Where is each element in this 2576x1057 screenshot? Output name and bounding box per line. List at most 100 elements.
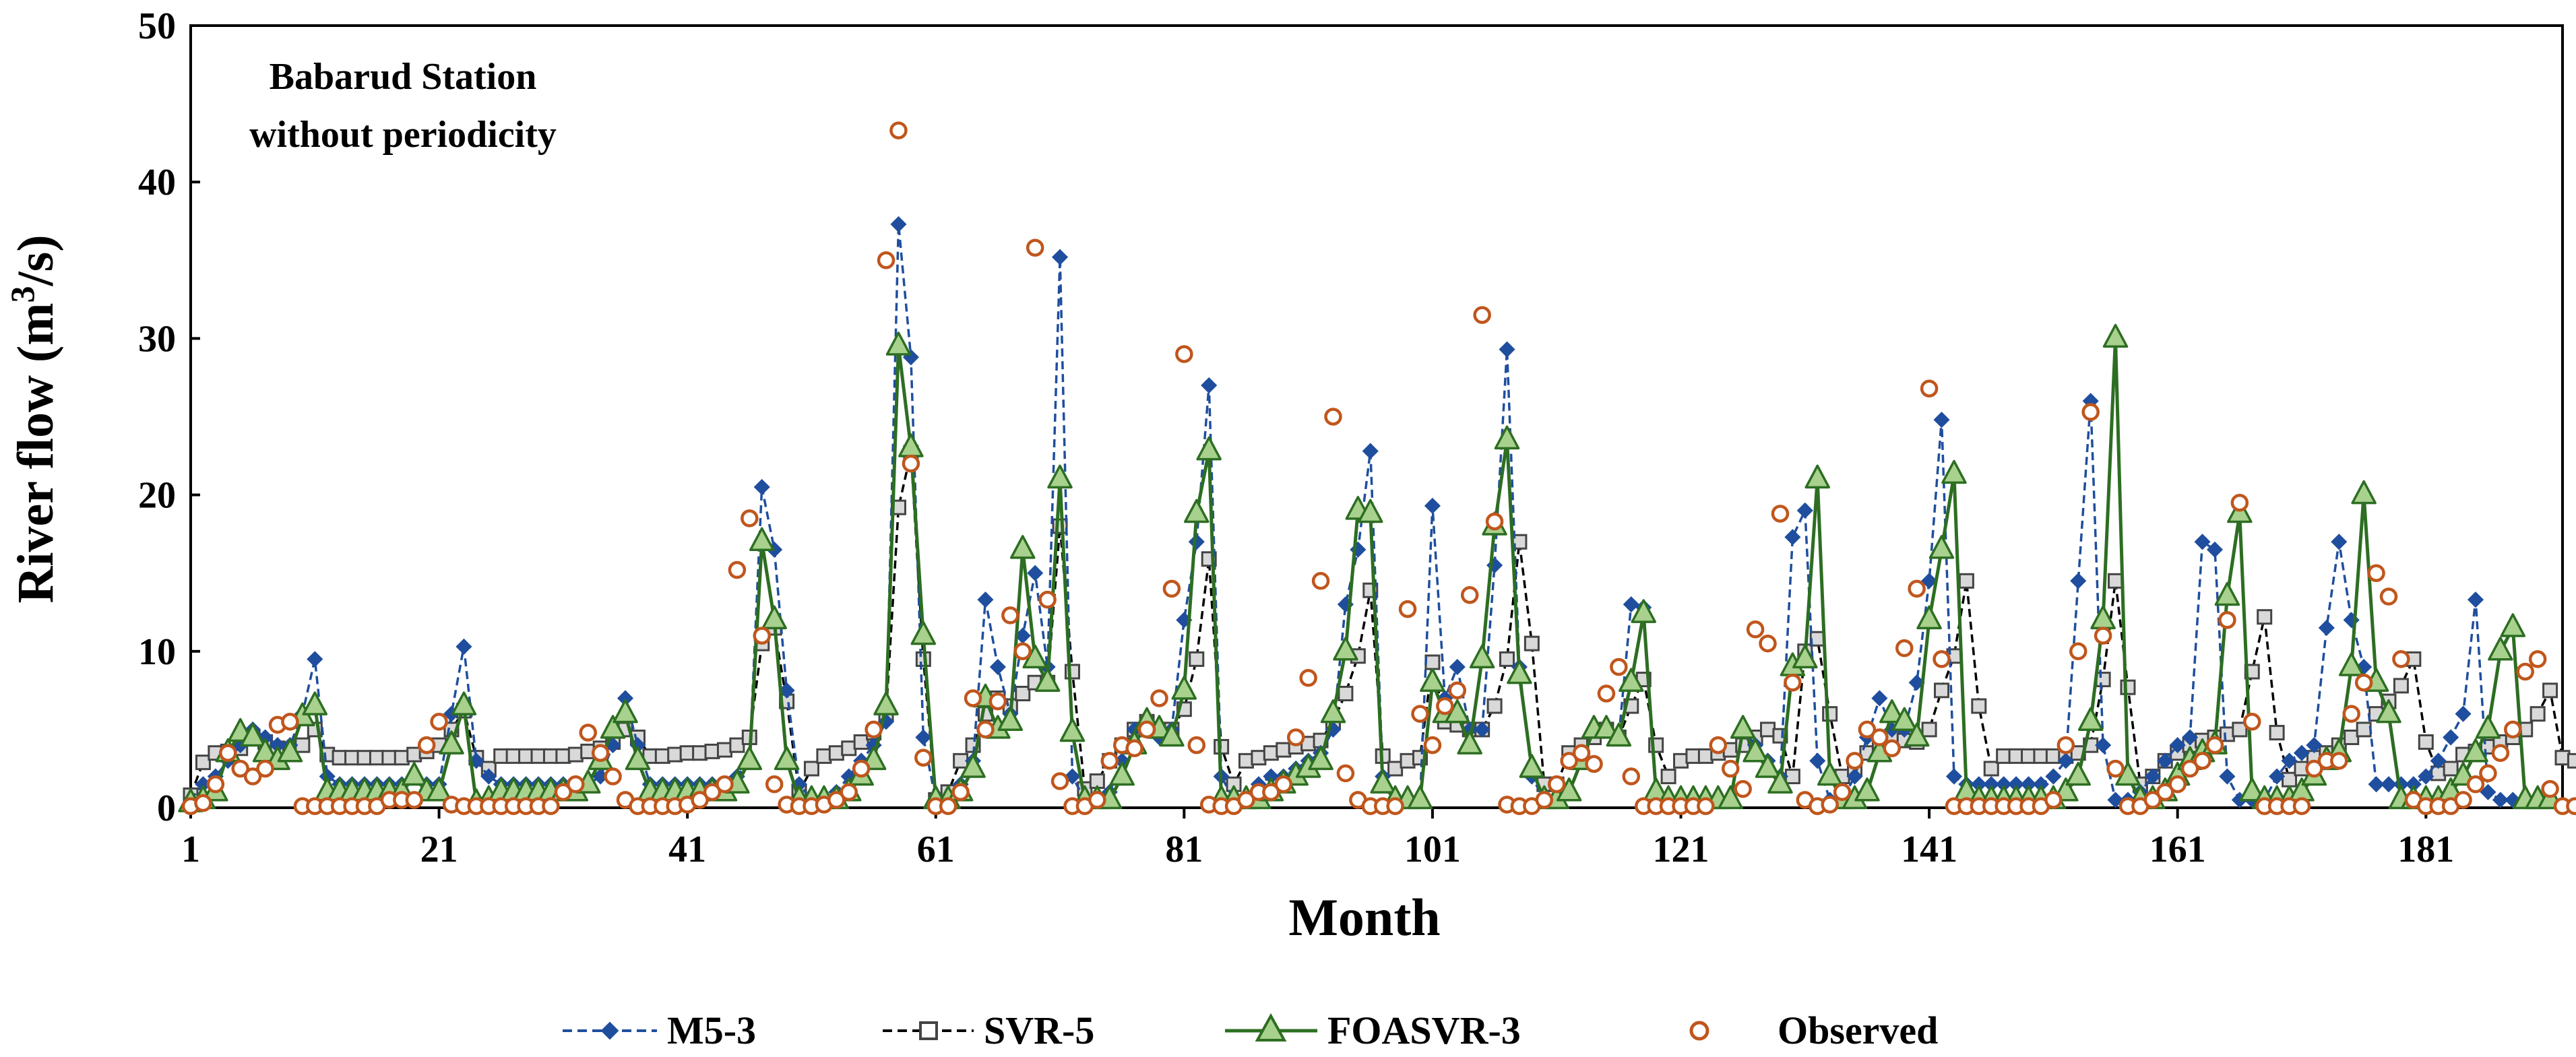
data-point-svr-5	[2567, 752, 2576, 769]
data-point-foasvr-3	[1159, 722, 1185, 747]
data-point-foasvr-3	[1755, 754, 1781, 778]
data-point-foasvr-3	[451, 691, 477, 715]
data-point-observed	[765, 775, 784, 794]
data-point-observed	[2566, 797, 2576, 815]
data-point-m5-3	[915, 729, 932, 746]
data-point-m5-3	[2480, 783, 2496, 800]
data-point-foasvr-3	[2077, 707, 2104, 732]
data-point-m5-3	[1424, 497, 1441, 514]
data-point-observed	[2491, 744, 2510, 762]
data-point-m5-3	[1499, 341, 1515, 358]
data-point-m5-3	[1846, 768, 1863, 785]
data-point-observed	[2354, 673, 2373, 692]
data-point-observed	[1262, 783, 1280, 802]
data-point-foasvr-3	[2338, 652, 2364, 676]
y-axis-title-suffix: /s)	[7, 234, 64, 286]
data-point-svr-5	[2269, 725, 2285, 741]
data-point-svr-5	[1934, 682, 1950, 699]
data-point-observed	[2205, 736, 2224, 755]
x-axis: 1 21 41 61 81 101 121 141 161 181	[181, 808, 2454, 870]
data-point-observed	[2305, 759, 2323, 778]
data-point-m5-3	[989, 658, 1006, 676]
y-axis-title-superscript: 3	[3, 286, 41, 302]
data-point-observed	[430, 713, 448, 731]
data-point-m5-3	[2169, 737, 2186, 754]
data-point-m5-3	[2219, 768, 2236, 785]
data-point-observed	[2081, 403, 2100, 421]
data-point-observed	[877, 251, 896, 269]
data-point-observed	[840, 783, 858, 802]
data-point-observed	[1013, 642, 1032, 661]
data-point-observed	[206, 775, 225, 794]
data-point-m5-3	[1796, 502, 1813, 519]
data-point-foasvr-3	[1308, 746, 1333, 771]
y-tick-label: 10	[138, 631, 176, 673]
data-point-m5-3	[1064, 768, 1081, 785]
x-tick-label: 61	[917, 829, 955, 870]
data-point-foasvr-3	[1034, 668, 1061, 692]
data-point-svr-5	[2530, 706, 2546, 722]
legend-label-foasvr-3: FOASVR-3	[1327, 1008, 1521, 1052]
data-point-m5-3	[480, 768, 497, 785]
data-point-observed	[1547, 775, 1566, 794]
y-tick-label: 0	[157, 788, 176, 829]
data-point-m5-3	[1809, 752, 1826, 769]
data-point-foasvr-3	[1469, 644, 1495, 669]
data-point-foasvr-3	[240, 722, 265, 747]
data-point-svr-5	[729, 737, 745, 753]
data-point-m5-3	[2455, 705, 2472, 722]
data-point-foasvr-3	[1358, 499, 1383, 523]
data-point-observed	[1026, 238, 1044, 257]
data-point-observed	[902, 454, 920, 473]
data-point-m5-3	[1871, 690, 1888, 707]
data-point-observed	[1324, 408, 1342, 426]
data-point-foasvr-3	[1817, 761, 1843, 786]
data-point-svr-5	[853, 734, 869, 750]
data-point-observed	[1709, 736, 1728, 755]
data-point-svr-5	[2344, 730, 2360, 746]
data-point-foasvr-3	[997, 707, 1024, 732]
data-point-foasvr-3	[1059, 717, 1086, 742]
data-point-foasvr-3	[774, 746, 800, 771]
data-point-foasvr-3	[1507, 660, 1532, 684]
data-point-observed	[1286, 728, 1305, 746]
data-point-observed	[1858, 720, 1877, 739]
data-point-observed	[417, 736, 436, 755]
data-point-foasvr-3	[960, 754, 986, 778]
data-point-foasvr-3	[1184, 499, 1210, 523]
data-point-observed	[1920, 379, 1939, 397]
data-point-foasvr-3	[1196, 436, 1222, 461]
x-tick-label: 161	[2149, 829, 2206, 870]
data-point-m5-3	[2107, 792, 2124, 808]
data-point-m5-3	[2182, 729, 2199, 746]
data-point-foasvr-3	[1941, 459, 1967, 484]
legend-item-m5-3: M5-3	[563, 1008, 756, 1052]
data-point-m5-3	[2206, 541, 2224, 558]
data-point-observed	[579, 724, 597, 742]
data-point-foasvr-3	[1519, 754, 1545, 778]
data-point-observed	[1448, 681, 1467, 700]
data-point-observed	[741, 509, 759, 527]
data-point-observed	[2143, 791, 2162, 809]
data-point-foasvr-3	[401, 761, 427, 786]
data-point-foasvr-3	[910, 620, 937, 645]
y-tick-label: 20	[138, 475, 176, 517]
data-point-observed	[1311, 572, 1330, 590]
y-axis-title-prefix: River flow (m	[7, 302, 64, 603]
data-point-foasvr-3	[1718, 785, 1743, 810]
data-point-observed	[2094, 627, 2112, 645]
data-point-observed	[1535, 791, 1554, 809]
data-point-observed	[2392, 650, 2410, 668]
data-point-svr-5	[2232, 722, 2248, 738]
legend-label-svr-5: SVR-5	[984, 1008, 1094, 1052]
data-point-foasvr-3	[1854, 777, 1880, 802]
data-point-observed	[243, 767, 262, 786]
data-point-m5-3	[455, 638, 472, 655]
data-point-m5-3	[1784, 529, 1801, 546]
data-point-observed	[2379, 587, 2398, 606]
data-point-foasvr-3	[1916, 605, 1942, 630]
data-point-observed	[1336, 764, 1355, 783]
data-point-m5-3	[1933, 412, 1950, 428]
data-point-observed	[2528, 650, 2547, 668]
